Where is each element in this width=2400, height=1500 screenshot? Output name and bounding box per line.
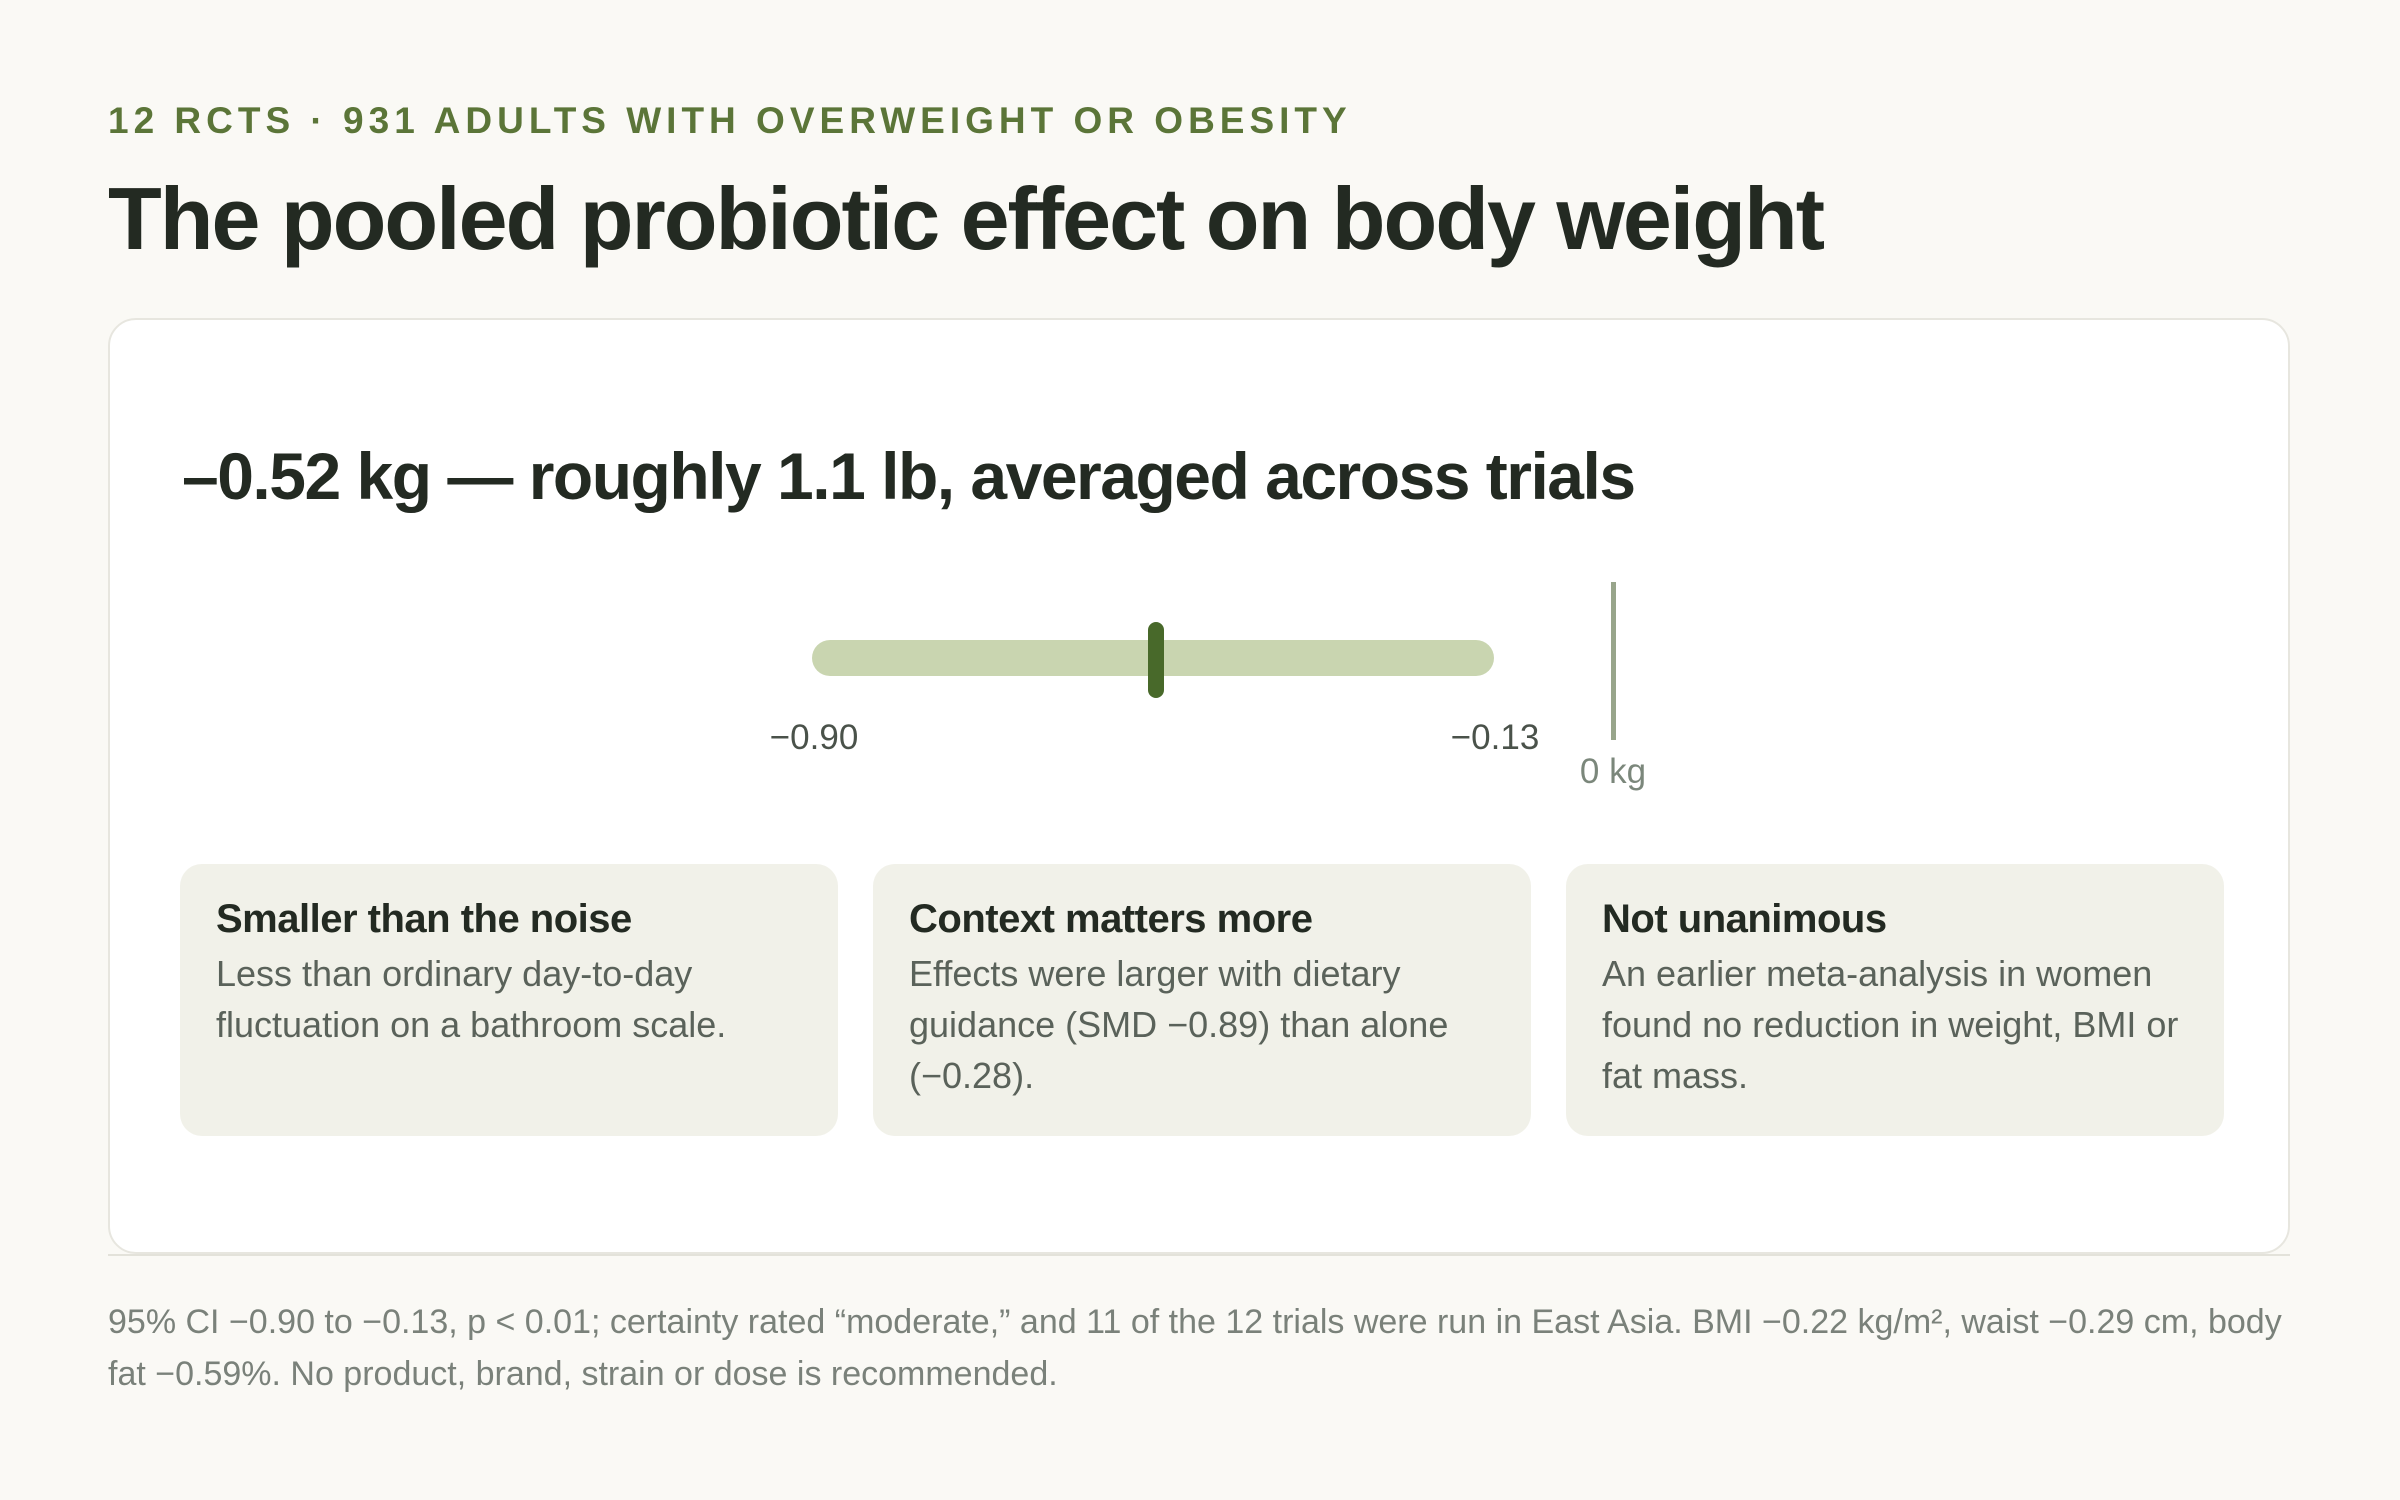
panel-title: Not unanimous	[1602, 897, 1887, 941]
page-title: The pooled probiotic effect on body weig…	[108, 169, 1825, 268]
ci-low-label: −0.90	[769, 718, 859, 757]
panel-body: Less than ordinary day-to-day fluctuatio…	[216, 953, 727, 1045]
info-panel-context: Context matters more Effects were larger…	[873, 864, 1531, 1136]
panel-title: Context matters more	[909, 897, 1313, 941]
footnote: 95% CI −0.90 to −0.13, p < 0.01; certain…	[108, 1303, 2282, 1393]
panel-title: Smaller than the noise	[216, 897, 632, 941]
effect-card: –0.52 kg — roughly 1.1 lb, averaged acro…	[108, 318, 2290, 1254]
eyebrow-label: 12 RCTS · 931 ADULTS WITH OVERWEIGHT OR …	[108, 100, 1352, 141]
zero-label: 0 kg	[1579, 752, 1647, 791]
divider	[108, 1254, 2290, 1256]
info-panel-unanimous: Not unanimous An earlier meta-analysis i…	[1566, 864, 2224, 1136]
panel-body: An earlier meta-analysis in women found …	[1602, 953, 2179, 1096]
ci-high-label: −0.13	[1450, 718, 1540, 757]
point-estimate-marker	[1148, 622, 1164, 698]
panel-body: Effects were larger with dietary guidanc…	[909, 953, 1449, 1096]
info-panel-noise: Smaller than the noise Less than ordinar…	[180, 864, 838, 1136]
zero-reference-line	[1611, 582, 1616, 740]
effect-headline: –0.52 kg — roughly 1.1 lb, averaged acro…	[182, 439, 1636, 513]
